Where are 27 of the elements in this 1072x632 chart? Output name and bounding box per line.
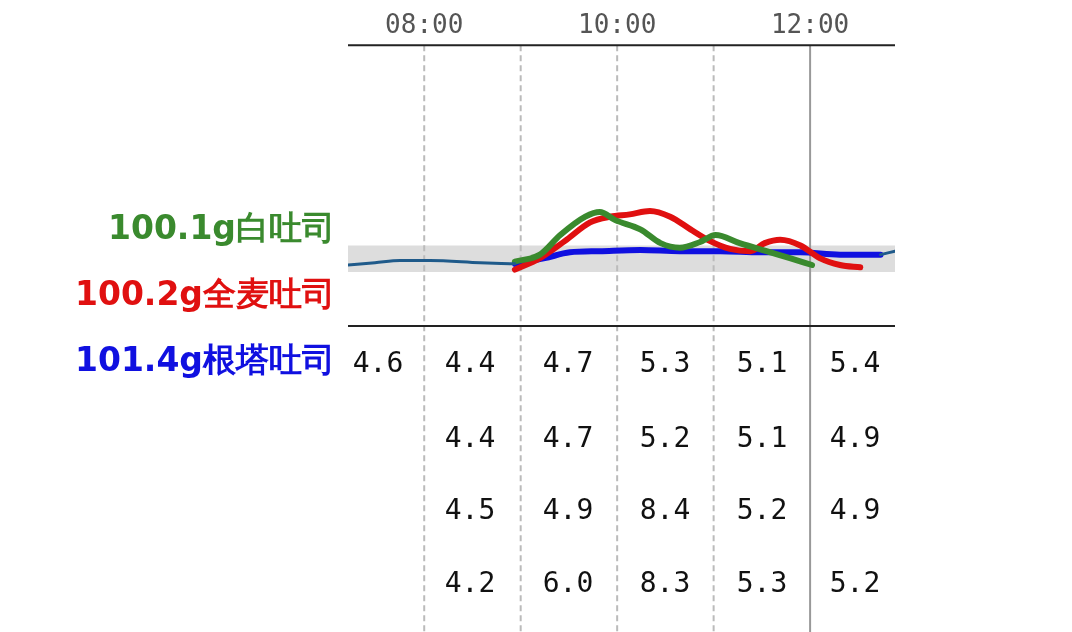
x-tick-label: 08:00	[385, 9, 464, 40]
text: 101.4g根塔吐司	[74, 339, 335, 381]
text: 6.0	[542, 566, 594, 600]
text: 5.2	[829, 566, 881, 600]
text: 4.7	[542, 346, 594, 380]
text: 5.4	[829, 346, 881, 380]
text: 4.5	[444, 493, 496, 527]
text: 4.9	[829, 493, 881, 527]
text: 4.2	[444, 566, 496, 600]
text: 100.1g白吐司	[107, 207, 335, 249]
text: 4.4	[444, 421, 496, 455]
text: 5.1	[736, 346, 788, 380]
text: 5.2	[736, 493, 788, 527]
text: 4.6	[352, 346, 404, 380]
text: 5.1	[736, 421, 788, 455]
text: 5.3	[639, 346, 691, 380]
text: 4.4	[444, 346, 496, 380]
text: 4.9	[542, 493, 594, 527]
text: 8.3	[639, 566, 691, 600]
x-tick-label: 12:00	[770, 9, 850, 40]
x-tick-label: 10:00	[578, 9, 657, 40]
text: 5.3	[736, 566, 788, 600]
text: 4.7	[542, 421, 594, 455]
text: 5.2	[639, 421, 691, 455]
text: 8.4	[639, 493, 691, 527]
text: 4.9	[829, 421, 881, 455]
text: 100.2g全麦吐司	[74, 273, 335, 315]
